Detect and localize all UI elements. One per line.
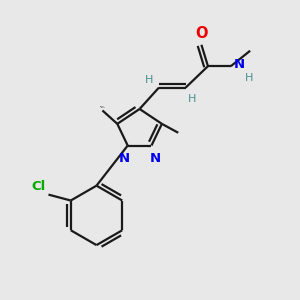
Text: N: N — [119, 152, 130, 165]
Text: N: N — [149, 152, 161, 165]
Text: H: H — [188, 94, 196, 103]
Text: methyl: methyl — [100, 106, 105, 107]
Text: N: N — [234, 58, 245, 71]
Text: H: H — [245, 73, 254, 83]
Text: Cl: Cl — [32, 180, 46, 193]
Text: O: O — [195, 26, 208, 41]
Text: methyl: methyl — [101, 107, 106, 108]
Text: H: H — [145, 75, 154, 85]
